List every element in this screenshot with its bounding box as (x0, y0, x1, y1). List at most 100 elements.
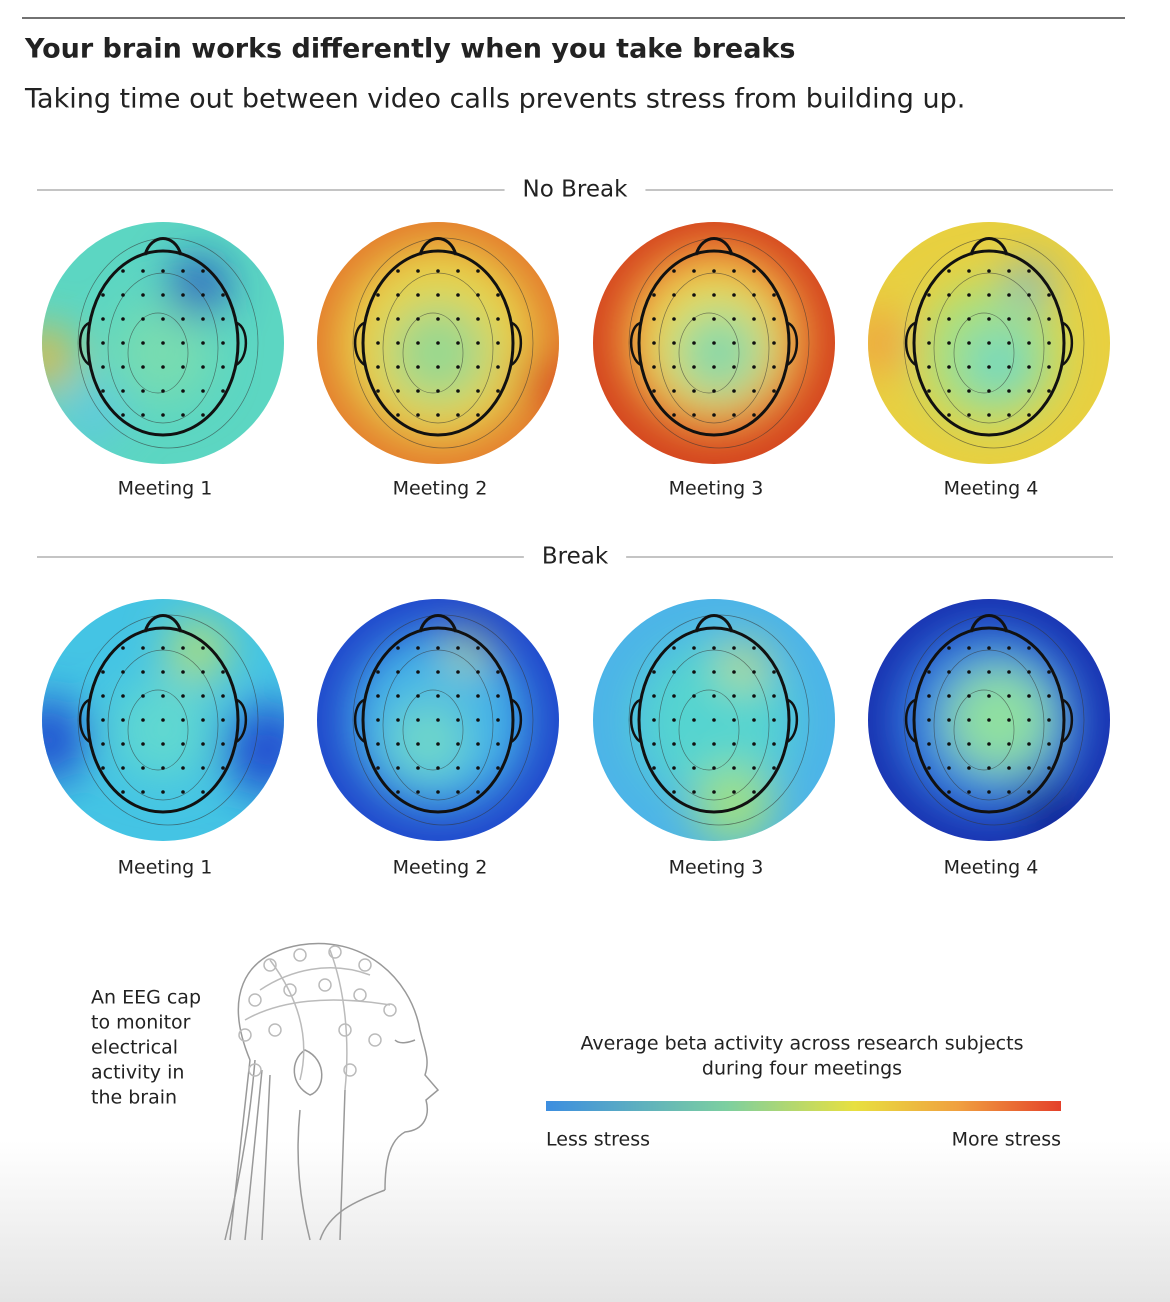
electrode (692, 766, 696, 770)
heat-blob (944, 665, 1054, 775)
electrode (967, 790, 971, 794)
heat-blob (388, 700, 468, 780)
electrode (436, 790, 440, 794)
electrode (1027, 694, 1031, 698)
color-scale (546, 1101, 1061, 1111)
heat-blob (518, 353, 559, 413)
electrode (712, 694, 716, 698)
heat-map (317, 222, 559, 464)
electrode (947, 694, 951, 698)
electrode (181, 694, 185, 698)
electrode (181, 317, 185, 321)
electrode (672, 389, 676, 393)
electrode (396, 269, 400, 273)
head-outline (912, 626, 1066, 814)
electrode (1047, 718, 1051, 722)
electrode (712, 670, 716, 674)
electrode (652, 293, 656, 297)
ear (1061, 321, 1074, 367)
electrode (416, 389, 420, 393)
electrode (712, 766, 716, 770)
electrode (161, 389, 165, 393)
heat-blob (448, 630, 488, 670)
legend-title: Average beta activity across research su… (581, 1033, 1024, 1055)
electrode (732, 766, 736, 770)
ear (353, 698, 366, 744)
electrode (181, 269, 185, 273)
electrode (1047, 389, 1051, 393)
electrode (732, 742, 736, 746)
electrode (221, 718, 225, 722)
electrode (1007, 317, 1011, 321)
electrode (692, 413, 696, 417)
electrode (141, 389, 145, 393)
electrode (947, 790, 951, 794)
electrode (201, 413, 205, 417)
electrode (1047, 694, 1051, 698)
meeting-label: Meeting 2 (393, 478, 488, 500)
electrode (416, 742, 420, 746)
electrode (987, 341, 991, 345)
electrode (1007, 766, 1011, 770)
electrode (121, 389, 125, 393)
head-outline (969, 237, 1009, 256)
contour (127, 312, 189, 394)
electrode (201, 766, 205, 770)
electrode (947, 718, 951, 722)
electrode (101, 317, 105, 321)
electrode (416, 269, 420, 273)
electrode (496, 742, 500, 746)
electrode (967, 742, 971, 746)
electrode (712, 646, 716, 650)
electrode (1007, 269, 1011, 273)
electrode (652, 341, 656, 345)
electrode (652, 694, 656, 698)
electrode (1047, 766, 1051, 770)
electrode (752, 413, 756, 417)
electrode (672, 694, 676, 698)
electrode (927, 718, 931, 722)
electrode (752, 790, 756, 794)
electrode (121, 365, 125, 369)
heat-blob (964, 328, 1034, 398)
electrode (201, 718, 205, 722)
electrode (947, 269, 951, 273)
electrode (967, 317, 971, 321)
contour (953, 689, 1015, 771)
electrode (476, 341, 480, 345)
electrode (476, 365, 480, 369)
electrode (927, 694, 931, 698)
electrode (201, 670, 205, 674)
electrode (376, 389, 380, 393)
electrode (496, 694, 500, 698)
electrode (161, 269, 165, 273)
electrode (987, 694, 991, 698)
electrode (456, 766, 460, 770)
meeting-label: Meeting 1 (118, 478, 213, 500)
electrode (181, 413, 185, 417)
electrode (161, 694, 165, 698)
head-outline (143, 237, 183, 256)
electrode (987, 766, 991, 770)
electrode (752, 718, 756, 722)
electrode (987, 646, 991, 650)
electrode (752, 389, 756, 393)
contour (953, 312, 1015, 394)
electrode (692, 269, 696, 273)
electrode (496, 766, 500, 770)
contour (402, 689, 464, 771)
electrode (201, 742, 205, 746)
electrode (1007, 670, 1011, 674)
electrode (1007, 413, 1011, 417)
electrode (712, 317, 716, 321)
electrode (672, 293, 676, 297)
electrode (772, 317, 776, 321)
electrode (1047, 365, 1051, 369)
electrode (732, 341, 736, 345)
head-outline (86, 249, 240, 437)
electrode (121, 790, 125, 794)
electrode (161, 293, 165, 297)
electrode (476, 317, 480, 321)
electrode (221, 670, 225, 674)
electrode (692, 341, 696, 345)
